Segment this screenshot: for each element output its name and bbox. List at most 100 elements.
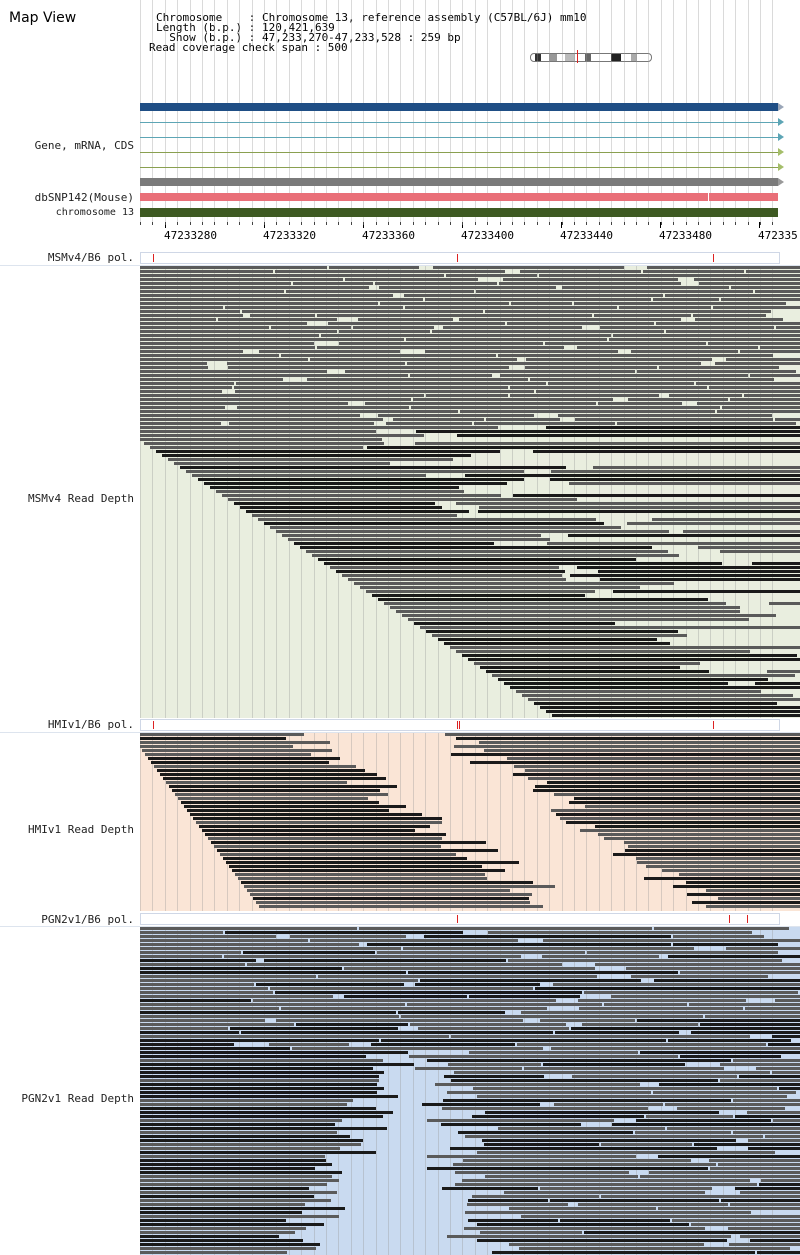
sequence-read[interactable]	[217, 849, 498, 852]
sequence-read[interactable]	[140, 378, 283, 381]
sequence-read[interactable]	[718, 897, 800, 900]
sequence-read[interactable]	[140, 382, 234, 385]
sequence-read[interactable]	[236, 382, 546, 385]
sequence-read[interactable]	[717, 410, 800, 413]
sequence-read[interactable]	[601, 1143, 692, 1146]
sequence-read[interactable]	[168, 458, 453, 461]
sequence-read[interactable]	[140, 939, 308, 942]
sequence-read[interactable]	[612, 1123, 800, 1126]
sequence-read[interactable]	[220, 853, 456, 856]
sequence-read[interactable]	[689, 1003, 800, 1006]
sequence-read[interactable]	[640, 1051, 800, 1054]
sequence-read[interactable]	[584, 991, 798, 994]
sequence-read[interactable]	[178, 797, 368, 800]
sequence-read[interactable]	[709, 1159, 800, 1162]
sequence-read[interactable]	[140, 1111, 393, 1114]
sequence-read[interactable]	[636, 1119, 771, 1122]
sequence-read[interactable]	[310, 358, 517, 361]
sequence-read[interactable]	[637, 1019, 800, 1022]
sequence-read[interactable]	[519, 1247, 790, 1250]
sequence-read[interactable]	[613, 334, 800, 337]
sequence-read[interactable]	[617, 422, 796, 425]
sequence-read[interactable]	[140, 334, 319, 337]
sequence-read[interactable]	[455, 1171, 629, 1174]
sequence-read[interactable]	[479, 506, 800, 509]
sequence-read[interactable]	[140, 987, 268, 990]
sequence-read[interactable]	[654, 979, 800, 982]
sequence-read[interactable]	[235, 873, 485, 876]
sequence-read[interactable]	[243, 951, 375, 954]
sequence-read[interactable]	[594, 314, 691, 317]
sequence-read[interactable]	[425, 298, 651, 301]
sequence-read[interactable]	[140, 1143, 361, 1146]
sequence-read[interactable]	[140, 1071, 384, 1074]
sequence-read[interactable]	[205, 833, 446, 836]
sequence-read[interactable]	[465, 1135, 763, 1138]
sequence-read[interactable]	[140, 1247, 316, 1250]
sequence-read[interactable]	[162, 454, 471, 457]
sequence-read[interactable]	[513, 773, 800, 776]
snp-track[interactable]	[140, 193, 778, 201]
sequence-read[interactable]	[551, 1047, 800, 1050]
sequence-read[interactable]	[697, 402, 800, 405]
sequence-read[interactable]	[140, 418, 383, 421]
sequence-read[interactable]	[378, 598, 708, 601]
sequence-read[interactable]	[485, 1111, 719, 1114]
sequence-read[interactable]	[611, 995, 800, 998]
sequence-read[interactable]	[336, 570, 565, 573]
sequence-read[interactable]	[469, 1051, 638, 1054]
sequence-read[interactable]	[140, 414, 360, 417]
sequence-read[interactable]	[282, 534, 541, 537]
sequence-read[interactable]	[546, 426, 800, 429]
sequence-read[interactable]	[310, 939, 518, 942]
sequence-read[interactable]	[654, 927, 789, 930]
sequence-read[interactable]	[570, 574, 800, 577]
sequence-read[interactable]	[536, 390, 800, 393]
sequence-read[interactable]	[635, 1131, 731, 1134]
sequence-read[interactable]	[533, 789, 800, 792]
sequence-read[interactable]	[446, 274, 537, 277]
sequence-read[interactable]	[457, 434, 800, 437]
sequence-read[interactable]	[294, 542, 494, 545]
sequence-read[interactable]	[498, 354, 773, 357]
sequence-read[interactable]	[698, 546, 800, 549]
sequence-read[interactable]	[600, 578, 800, 581]
sequence-read[interactable]	[550, 1199, 719, 1202]
sequence-read[interactable]	[534, 702, 777, 705]
sequence-read[interactable]	[720, 550, 800, 553]
sequence-read[interactable]	[535, 785, 800, 788]
sequence-read[interactable]	[694, 278, 800, 281]
sequence-read[interactable]	[186, 470, 524, 473]
sequence-read[interactable]	[140, 1219, 286, 1222]
sequence-read[interactable]	[140, 410, 458, 413]
sequence-read[interactable]	[377, 951, 585, 954]
sequence-read[interactable]	[140, 1211, 302, 1214]
sequence-read[interactable]	[150, 446, 363, 449]
sequence-read[interactable]	[390, 606, 740, 609]
sequence-read[interactable]	[140, 322, 307, 325]
sequence-read[interactable]	[467, 1203, 568, 1206]
sequence-read[interactable]	[140, 390, 222, 393]
sequence-read[interactable]	[755, 682, 800, 685]
sequence-read[interactable]	[210, 486, 459, 489]
gene-track-main[interactable]	[140, 103, 778, 111]
sequence-read[interactable]	[477, 1151, 775, 1154]
sequence-read[interactable]	[595, 963, 800, 966]
sequence-read[interactable]	[500, 374, 748, 377]
sequence-read[interactable]	[140, 1187, 309, 1190]
sequence-read[interactable]	[507, 322, 654, 325]
sequence-read[interactable]	[422, 1103, 540, 1106]
sequence-read[interactable]	[750, 1239, 800, 1242]
sequence-read[interactable]	[140, 1195, 314, 1198]
sequence-read[interactable]	[156, 450, 500, 453]
sequence-read[interactable]	[296, 1023, 408, 1026]
sequence-read[interactable]	[379, 286, 556, 289]
polymorphism-marker[interactable]	[713, 254, 714, 262]
sequence-read[interactable]	[522, 694, 793, 697]
sequence-read[interactable]	[456, 737, 800, 740]
sequence-read[interactable]	[477, 1223, 689, 1226]
sequence-read[interactable]	[510, 686, 800, 689]
sequence-read[interactable]	[444, 642, 670, 645]
sequence-read[interactable]	[408, 971, 678, 974]
sequence-read[interactable]	[405, 306, 617, 309]
